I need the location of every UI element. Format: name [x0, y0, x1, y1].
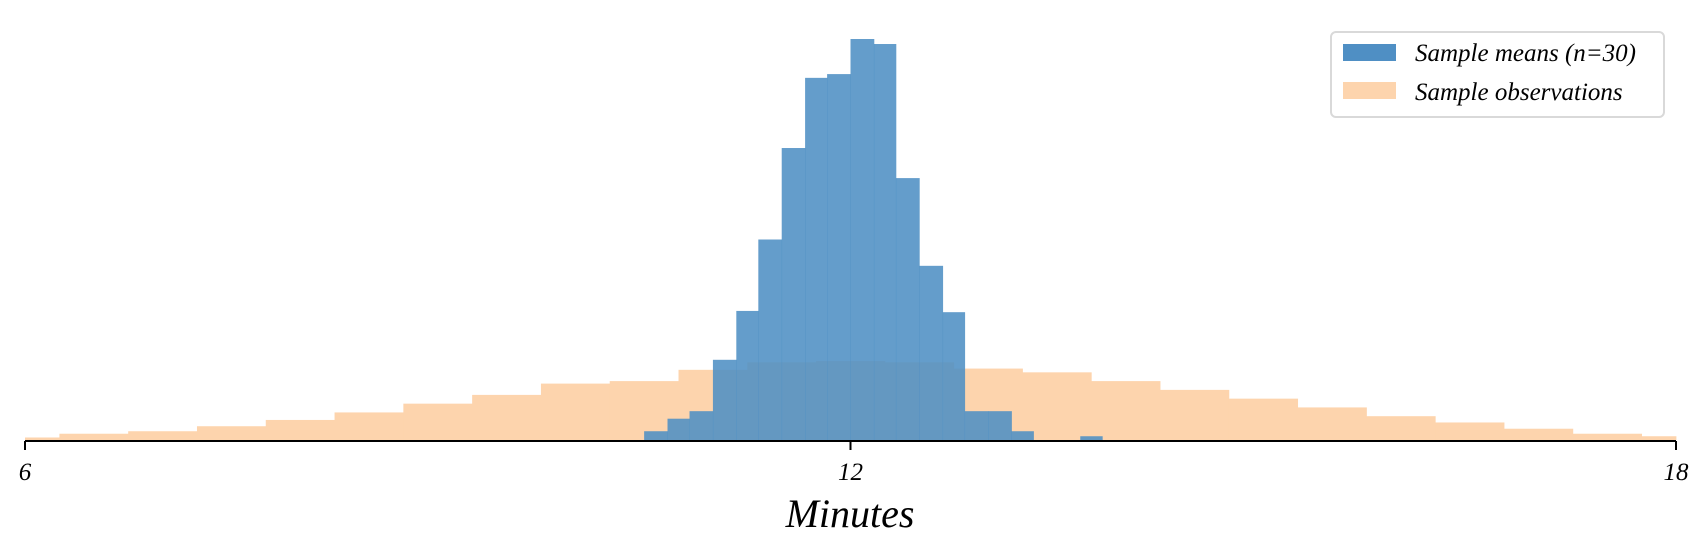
sample-means-bar [942, 312, 966, 440]
sample-observations-bar [1160, 389, 1230, 441]
sample-means-bar [1011, 431, 1034, 440]
sample-means-bar [712, 359, 737, 440]
sample-means-bar [827, 74, 851, 440]
sample-observations-bar [540, 383, 611, 440]
legend: Sample means (n=30) Sample observations [1330, 31, 1665, 118]
sample-observations-bar [1091, 381, 1161, 440]
legend-swatch-sample-means [1343, 44, 1396, 61]
legend-frame [1330, 31, 1665, 118]
sample-observations-bar [25, 437, 60, 440]
sample-means-bar [644, 431, 668, 440]
sample-means-bar [689, 411, 714, 440]
sample-observations-bar [403, 403, 473, 440]
legend-label-sample-means: Sample means (n=30) [1415, 40, 1636, 67]
x-axis-ticks: 6 12 18 [19, 441, 1689, 486]
legend-label-sample-observations: Sample observations [1415, 79, 1623, 106]
sample-observations-bar [1228, 398, 1299, 440]
sample-means-bar [805, 77, 828, 440]
legend-swatch-sample-observations [1343, 82, 1396, 99]
sample-observations-bar [609, 381, 679, 440]
x-axis-title: Minutes [785, 491, 915, 536]
sample-observations-bar [334, 412, 404, 440]
sample-observations-bar [472, 394, 542, 440]
sample-means-bar [964, 411, 989, 440]
sample-means-bar [873, 44, 897, 440]
sample-observations-bar [1641, 436, 1677, 440]
sample-means-bar [758, 239, 783, 440]
sample-means-bar [1080, 436, 1103, 440]
sample-observations-bar [59, 433, 129, 440]
sample-observations-bar [1435, 422, 1505, 440]
sample-means-bar [919, 265, 944, 440]
sample-observations-bar [265, 419, 335, 440]
sample-means-bar [736, 310, 759, 440]
sample-means-bar [850, 39, 875, 440]
sample-means-bar [895, 178, 920, 440]
sample-observations-bar [1297, 407, 1367, 440]
sample-means-bar [667, 418, 690, 440]
sample-means-bar [988, 411, 1012, 440]
sample-observations-bar [1504, 428, 1574, 440]
x-tick-label: 18 [1664, 459, 1690, 486]
sample-observations-bar [128, 431, 198, 440]
sample-observations-bar [1022, 372, 1092, 440]
sample-observations-bar [196, 426, 267, 440]
x-tick-label: 12 [838, 459, 863, 486]
sample-observations-bar [1366, 416, 1436, 440]
sample-means-bar [781, 148, 806, 440]
sample-means-bars [644, 39, 1103, 440]
x-tick-label: 6 [19, 459, 32, 486]
sample-observations-bar [1572, 433, 1642, 440]
